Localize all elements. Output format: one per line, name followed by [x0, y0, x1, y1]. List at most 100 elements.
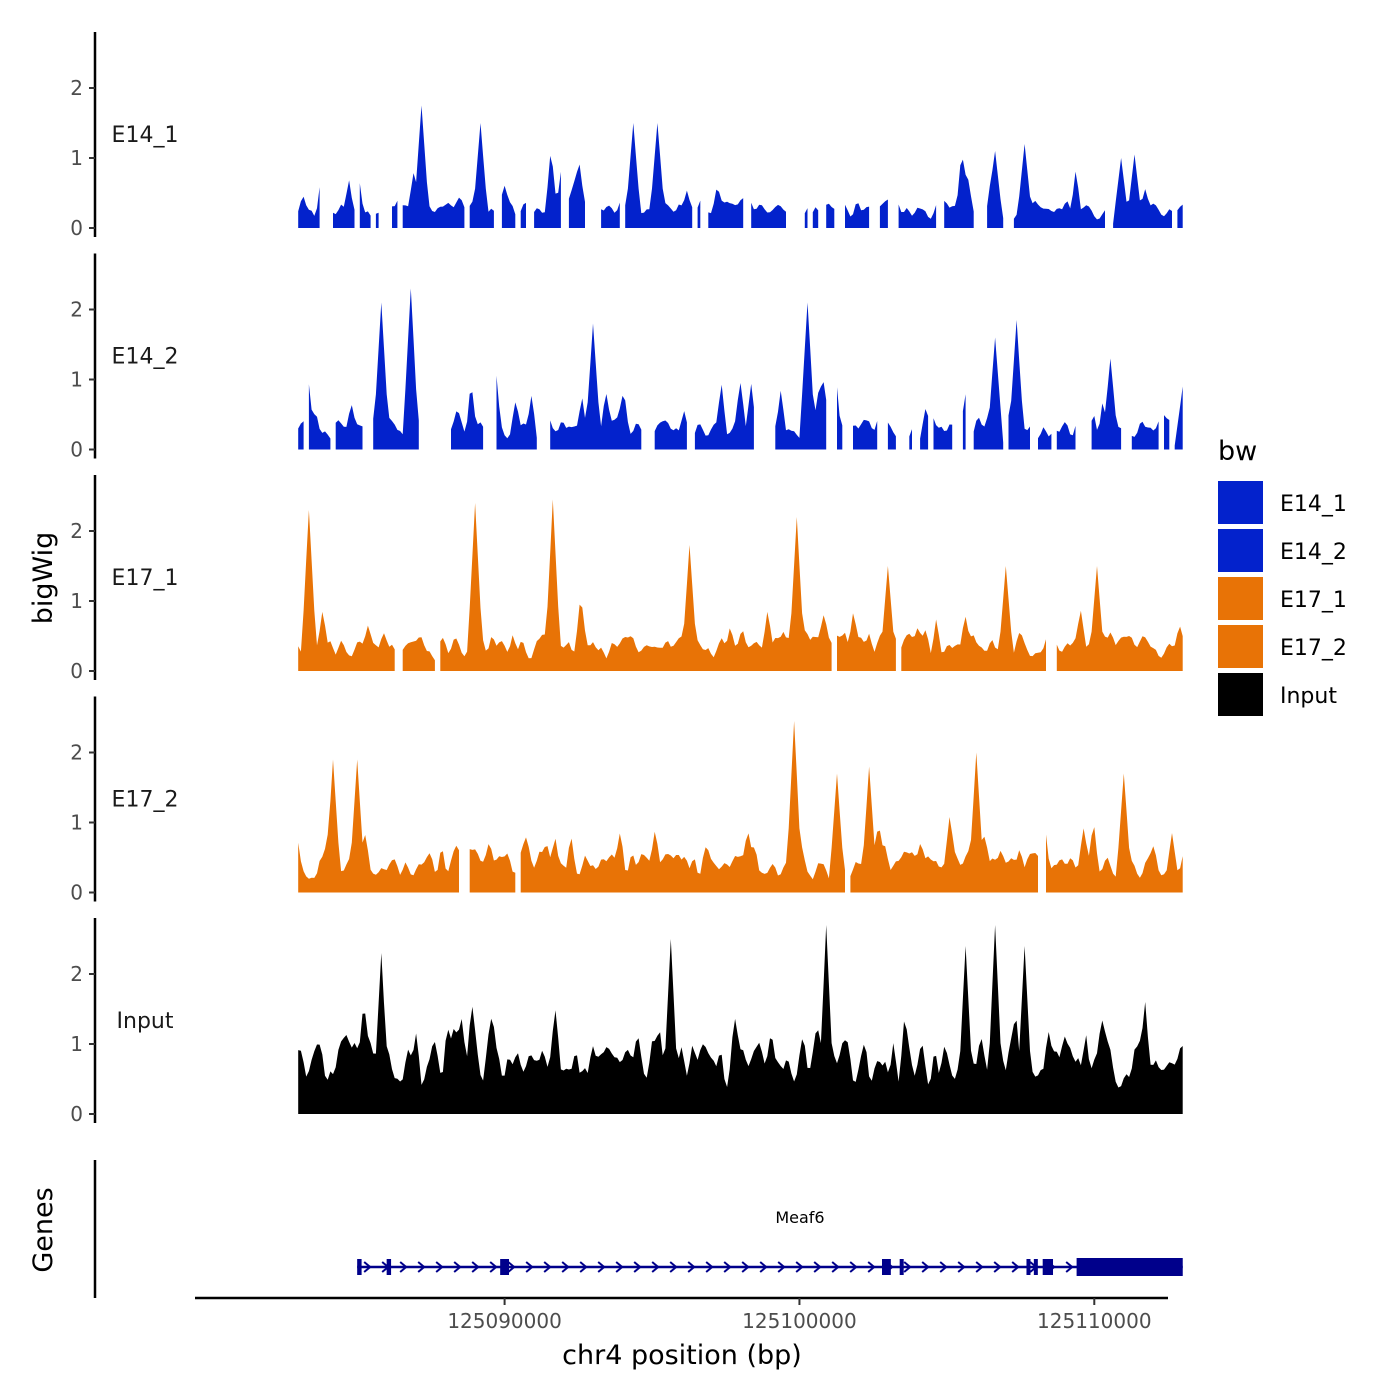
strand-arrow [669, 1261, 678, 1273]
coverage-area-segment [962, 394, 966, 450]
coverage-area-segment [837, 566, 896, 671]
coverage-area-segment [826, 203, 835, 228]
track-e17_1: 0 1 2 E17_1 [70, 475, 1183, 683]
coverage-area-segment [469, 123, 494, 228]
coverage-area-segment [402, 105, 465, 228]
coverage-area-segment [1056, 422, 1076, 450]
coverage-area-segment [1091, 358, 1122, 450]
coverage-area-segment [496, 375, 537, 450]
strand-arrow [957, 1261, 966, 1273]
coverage-area-segment [1131, 421, 1159, 450]
coverage-area-segment [1013, 144, 1105, 228]
x-tick-label: 125100000 [742, 1309, 857, 1333]
legend-entry-label: E17_1 [1280, 588, 1347, 613]
coverage-area-segment [373, 288, 419, 450]
legend-swatch [1218, 481, 1263, 524]
gene-exon [357, 1259, 362, 1275]
legend-entry-label: E14_1 [1280, 492, 1347, 517]
y-axis-title-genes: Genes [28, 1187, 59, 1272]
coverage-area-segment [625, 123, 693, 228]
y-tick-label: 1 [70, 589, 83, 613]
coverage-area-segment [520, 202, 526, 228]
coverage-area-segment [887, 422, 896, 450]
strand-arrow [399, 1261, 408, 1273]
strand-arrow [597, 1261, 606, 1273]
coverage-area-segment [898, 204, 937, 228]
gene-exon [1033, 1259, 1038, 1275]
coverage-area-segment [392, 200, 398, 228]
coverage-area-segment [298, 510, 395, 671]
strand-arrow [849, 1261, 858, 1273]
coverage-area-segment [534, 155, 561, 228]
strand-arrow [615, 1261, 624, 1273]
track-e14_1: 0 1 2 E14_1 [70, 32, 1183, 240]
coverage-area-segment [298, 925, 1183, 1114]
coverage-area-segment [298, 187, 320, 228]
y-tick-label: 2 [70, 741, 83, 765]
coverage-area-segment [469, 844, 516, 893]
legend-entry-label: Input [1280, 684, 1337, 709]
track-input: 0 1 2 Input [70, 918, 1183, 1126]
coverage-area-segment [501, 185, 516, 228]
coverage-area-segment [1038, 427, 1052, 450]
strand-arrow [867, 1261, 876, 1273]
strand-arrow [1065, 1261, 1074, 1273]
y-tick-label: 2 [70, 76, 83, 100]
coverage-area-segment [440, 499, 832, 671]
strand-arrow [903, 1261, 912, 1273]
track-label: E14_2 [112, 345, 179, 370]
track-e17_2: 0 1 2 E17_2 [70, 696, 1183, 905]
coverage-area-segment [933, 418, 953, 450]
legend-swatch [1218, 673, 1263, 716]
strand-arrow [1011, 1261, 1020, 1273]
y-tick-label: 0 [70, 216, 83, 240]
strand-arrow [561, 1261, 570, 1273]
y-tick-label: 0 [70, 659, 83, 683]
track-label: E17_2 [112, 788, 179, 813]
gene-track: Meaf6 [93, 1160, 1183, 1298]
coverage-area-segment [1056, 566, 1183, 671]
coverage-area-segment [853, 419, 878, 450]
coverage-area-segment [879, 199, 888, 228]
strand-arrow [777, 1261, 786, 1273]
coverage-area-segment [402, 637, 435, 671]
coverage-area-segment [1164, 415, 1170, 450]
coverage-area-segment [901, 566, 1046, 671]
coverage-area-segment [308, 384, 331, 450]
coverage-area-segment [987, 151, 1004, 228]
strand-arrow [975, 1261, 984, 1273]
y-tick-label: 1 [70, 368, 83, 392]
coverage-area-segment [812, 207, 819, 228]
coverage-area-segment [804, 208, 808, 228]
coverage-area-segment [697, 200, 701, 228]
legend: bw E14_1 E14_2 E17_1 E17_2 Input [1218, 436, 1347, 716]
strand-arrow [543, 1261, 552, 1273]
x-axis: 125090000 125100000 125110000 [195, 1296, 1168, 1333]
strand-arrow [453, 1261, 462, 1273]
gene-exon [1026, 1259, 1031, 1275]
legend-swatch [1218, 529, 1263, 572]
y-tick-label: 2 [70, 298, 83, 322]
strand-arrow [579, 1261, 588, 1273]
coverage-area-segment [333, 180, 355, 228]
bigwig-tracks: 0 1 2 E14_1 0 1 2 E14_2 0 1 2 E17_1 0 1 2 E17_2 0 1 2 Input [70, 32, 1183, 1126]
strand-arrow [993, 1261, 1002, 1273]
track-label: Input [117, 1009, 174, 1034]
coverage-area-segment [550, 323, 642, 450]
y-tick-label: 0 [70, 881, 83, 905]
coverage-area-segment [298, 421, 304, 450]
strand-arrow [417, 1261, 426, 1273]
gene-exon [1042, 1259, 1054, 1275]
x-tick-label: 125110000 [1037, 1309, 1152, 1333]
legend-entry-label: E14_2 [1280, 540, 1347, 565]
gene-exon [899, 1259, 904, 1275]
coverage-area-segment [359, 183, 371, 228]
coverage-area-segment [751, 202, 786, 228]
coverage-area-segment [1008, 320, 1030, 450]
y-tick-label: 2 [70, 519, 83, 543]
strand-arrow [525, 1261, 534, 1273]
coverage-area-segment [909, 429, 912, 450]
coverage-area-segment [850, 752, 1038, 893]
strand-arrow [687, 1261, 696, 1273]
strand-arrow [705, 1261, 714, 1273]
